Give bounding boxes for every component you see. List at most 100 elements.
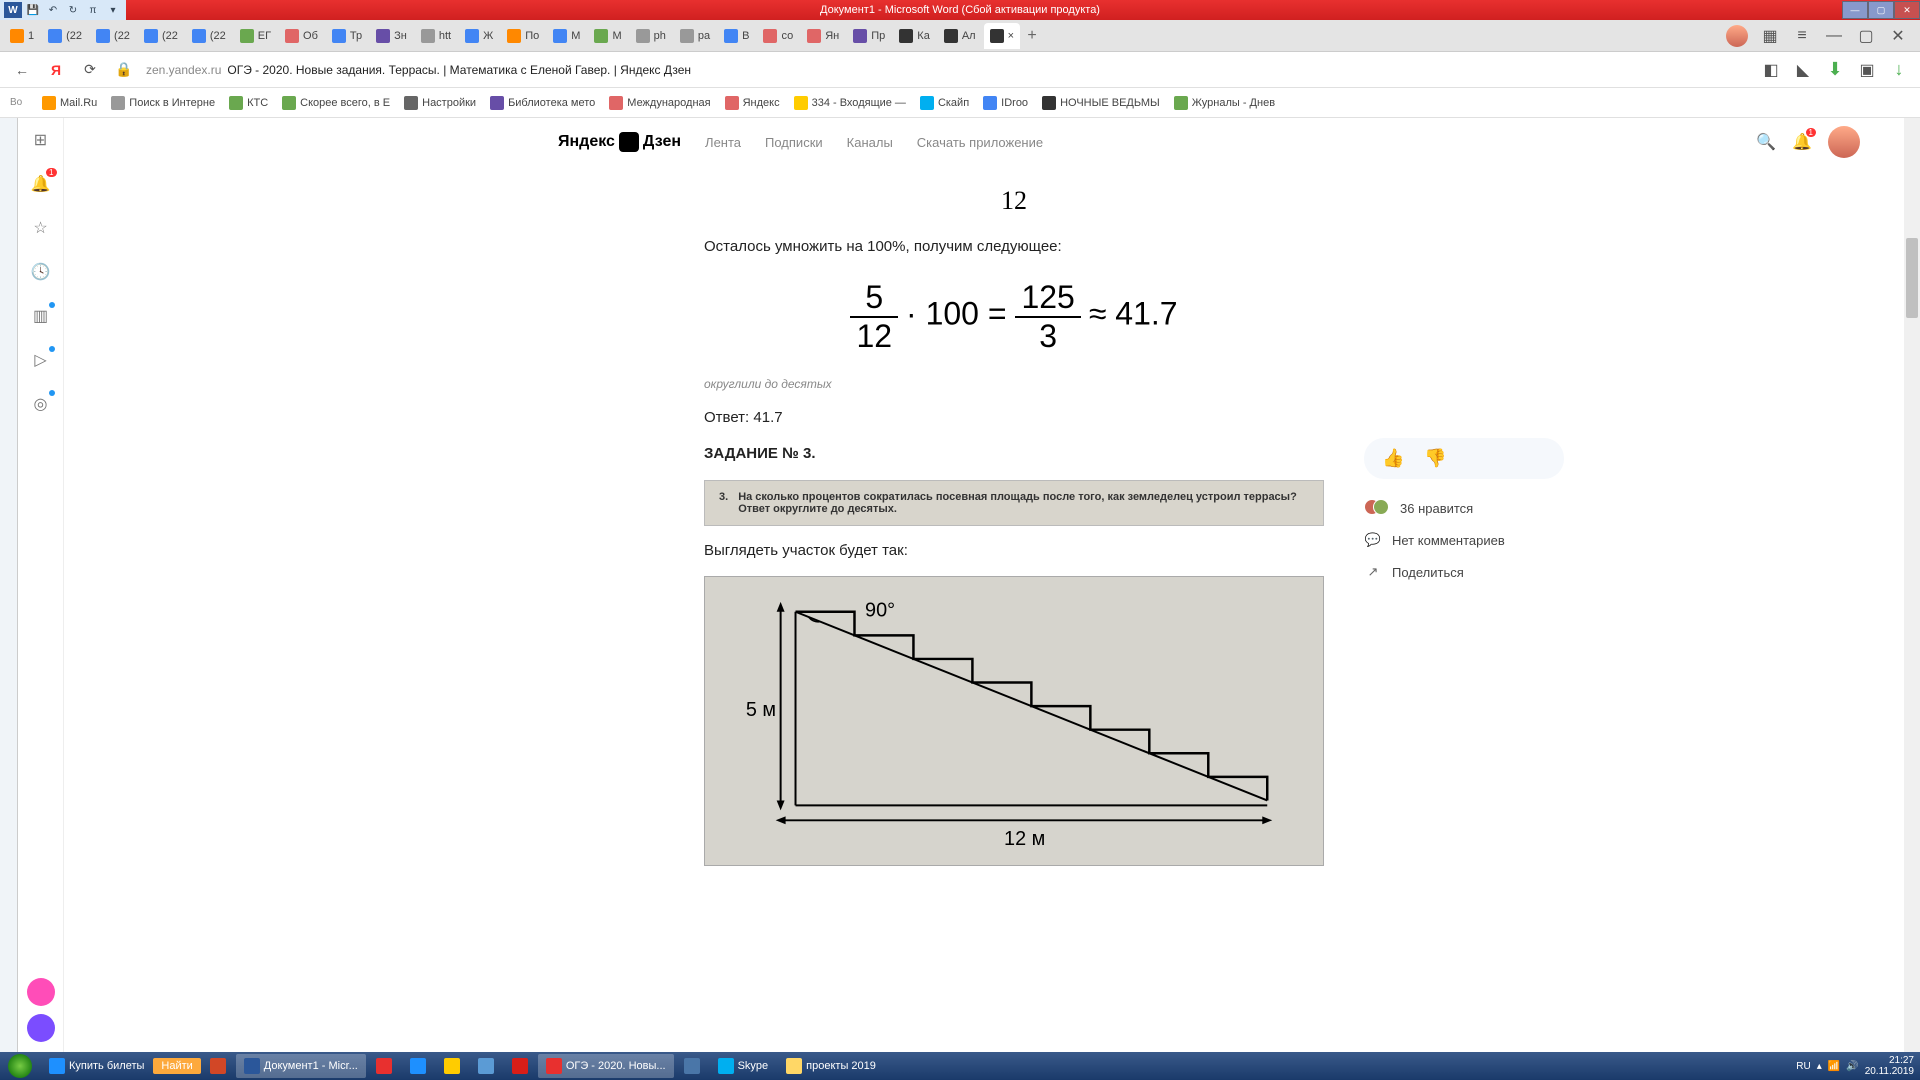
maximize-icon[interactable]: ▢: [1868, 1, 1894, 19]
notifications-icon[interactable]: 🔔1: [29, 172, 53, 196]
browser-tab[interactable]: Ж: [459, 23, 499, 49]
downloads-icon[interactable]: ⬇: [1824, 59, 1846, 81]
save-icon[interactable]: 💾: [24, 2, 42, 18]
alice-icon[interactable]: [27, 1014, 55, 1042]
taskbar-item[interactable]: [676, 1054, 708, 1078]
window-maximize-icon[interactable]: ▢: [1856, 26, 1876, 46]
browser-tab[interactable]: ph: [630, 23, 672, 49]
bookmark-item[interactable]: 334 - Входящие —: [794, 96, 906, 110]
tray-lang[interactable]: RU: [1796, 1061, 1810, 1072]
translate-icon[interactable]: ◧: [1760, 59, 1782, 81]
bookmark-item[interactable]: НОЧНЫЕ ВЕДЬМЫ: [1042, 96, 1160, 110]
taskbar-item[interactable]: [368, 1054, 400, 1078]
search-icon[interactable]: 🔍: [1756, 132, 1776, 152]
start-button[interactable]: [0, 1052, 40, 1080]
taskbar-item[interactable]: [504, 1054, 536, 1078]
browser-tab[interactable]: со: [757, 23, 799, 49]
browser-tab[interactable]: По: [501, 23, 545, 49]
zen-nav-link[interactable]: Скачать приложение: [917, 135, 1043, 150]
browser-tab[interactable]: ра: [674, 23, 716, 49]
menu-icon[interactable]: ≡: [1792, 26, 1812, 46]
zen-nav-link[interactable]: Каналы: [847, 135, 893, 150]
browser-tab[interactable]: 1: [4, 23, 40, 49]
taskbar-item[interactable]: Документ1 - Micr...: [236, 1054, 366, 1078]
taskbar-item[interactable]: Skype: [710, 1054, 777, 1078]
bookmark-item[interactable]: Международная: [609, 96, 710, 110]
word-icon[interactable]: W: [4, 2, 22, 18]
browser-tab[interactable]: ×: [984, 23, 1020, 49]
scrollbar[interactable]: [1904, 118, 1920, 1052]
dislike-icon[interactable]: 👎: [1424, 448, 1446, 469]
browser-tab[interactable]: (22: [42, 23, 88, 49]
taskbar-find-button[interactable]: Найти: [153, 1058, 200, 1074]
browser-tab[interactable]: М: [547, 23, 586, 49]
bookmark-item[interactable]: КТС: [229, 96, 268, 110]
reload-button[interactable]: ⟳: [78, 58, 102, 82]
likes-row[interactable]: 36 нравится: [1364, 499, 1564, 517]
taskbar-item[interactable]: [202, 1054, 234, 1078]
bookmark-item[interactable]: Настройки: [404, 96, 476, 110]
minimize-icon[interactable]: —: [1842, 1, 1868, 19]
tray-network-icon[interactable]: 📶: [1828, 1061, 1840, 1072]
window-minimize-icon[interactable]: —: [1824, 26, 1844, 46]
new-tab-button[interactable]: +: [1022, 27, 1042, 45]
user-avatar[interactable]: [1828, 126, 1860, 158]
profile-avatar[interactable]: [1726, 25, 1748, 47]
bookmark-item[interactable]: IDroo: [983, 96, 1028, 110]
browser-tab[interactable]: htt: [415, 23, 457, 49]
lock-icon[interactable]: 🔒: [112, 58, 136, 82]
browser-tab[interactable]: Пр: [847, 23, 891, 49]
zen-nav-link[interactable]: Подписки: [765, 135, 823, 150]
taskbar-item[interactable]: [470, 1054, 502, 1078]
taskbar-item[interactable]: ОГЭ - 2020. Новы...: [538, 1054, 674, 1078]
extensions-icon[interactable]: ▦: [1760, 26, 1780, 46]
download-arrow-icon[interactable]: ↓: [1888, 59, 1910, 81]
tray-volume-icon[interactable]: 🔊: [1846, 1061, 1858, 1072]
pi-icon[interactable]: π: [84, 2, 102, 18]
like-icon[interactable]: 👍: [1382, 448, 1404, 469]
taskbar-item[interactable]: [402, 1054, 434, 1078]
share-row[interactable]: ↗ Поделиться: [1364, 563, 1564, 581]
scroll-thumb[interactable]: [1906, 238, 1918, 318]
zen-logo[interactable]: Яндекс Дзен: [558, 132, 681, 152]
browser-tab[interactable]: ЕГ: [234, 23, 277, 49]
comments-row[interactable]: 💬 Нет комментариев: [1364, 531, 1564, 549]
collections-icon[interactable]: ▥: [29, 304, 53, 328]
zen-nav-link[interactable]: Лента: [705, 135, 741, 150]
taskbar-item[interactable]: проекты 2019: [778, 1054, 884, 1078]
taskbar-item[interactable]: Купить билеты: [41, 1054, 152, 1078]
tray-clock[interactable]: 21:27 20.11.2019: [1865, 1055, 1914, 1077]
window-close-icon[interactable]: ✕: [1888, 26, 1908, 46]
browser-tab[interactable]: Ка: [893, 23, 936, 49]
bookmark-item[interactable]: Библиотека мето: [490, 96, 595, 110]
favorites-icon[interactable]: ☆: [29, 216, 53, 240]
browser-tab[interactable]: Тр: [326, 23, 368, 49]
redo-icon[interactable]: ↻: [64, 2, 82, 18]
apps-icon[interactable]: ⊞: [29, 128, 53, 152]
tray-up-icon[interactable]: ▴: [1817, 1061, 1822, 1072]
browser-tab[interactable]: (22: [138, 23, 184, 49]
bookmark-item[interactable]: Журналы - Днев: [1174, 96, 1275, 110]
dropdown-icon[interactable]: ▾: [104, 2, 122, 18]
browser-tab[interactable]: Об: [279, 23, 324, 49]
browser-tab[interactable]: М: [588, 23, 627, 49]
undo-icon[interactable]: ↶: [44, 2, 62, 18]
taskbar-item[interactable]: [436, 1054, 468, 1078]
history-icon[interactable]: 🕓: [29, 260, 53, 284]
extension-icon[interactable]: ▣: [1856, 59, 1878, 81]
browser-tab[interactable]: Ал: [938, 23, 982, 49]
shopping-icon[interactable]: [27, 978, 55, 1006]
browser-tab[interactable]: (22: [186, 23, 232, 49]
back-button[interactable]: ←: [10, 58, 34, 82]
play-icon[interactable]: ▷: [29, 348, 53, 372]
bookmark-item[interactable]: Mail.Ru: [42, 96, 97, 110]
bookmark-item[interactable]: Скорее всего, в Е: [282, 96, 390, 110]
close-icon[interactable]: ✕: [1894, 1, 1920, 19]
bookmark-item[interactable]: Яндекс: [725, 96, 780, 110]
yandex-home-icon[interactable]: Я: [44, 58, 68, 82]
feed-icon[interactable]: ◎: [29, 392, 53, 416]
browser-tab[interactable]: (22: [90, 23, 136, 49]
bell-icon[interactable]: 🔔1: [1792, 132, 1812, 152]
bookmark-icon[interactable]: ◣: [1792, 59, 1814, 81]
browser-tab[interactable]: Зн: [370, 23, 413, 49]
